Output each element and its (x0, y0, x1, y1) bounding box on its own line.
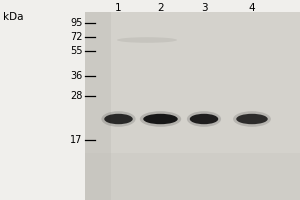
Text: 36: 36 (70, 71, 82, 81)
Ellipse shape (104, 114, 133, 124)
Ellipse shape (143, 114, 178, 124)
Ellipse shape (236, 114, 268, 124)
Ellipse shape (117, 37, 177, 43)
Text: 95: 95 (70, 18, 82, 28)
Text: 2: 2 (157, 3, 164, 13)
Text: 72: 72 (70, 32, 83, 42)
Text: 4: 4 (249, 3, 255, 13)
Ellipse shape (101, 111, 136, 127)
Text: 3: 3 (201, 3, 207, 13)
Ellipse shape (187, 111, 221, 127)
Text: 55: 55 (70, 46, 83, 56)
Text: 28: 28 (70, 91, 82, 101)
Ellipse shape (233, 111, 271, 127)
Bar (85, 153, 300, 200)
Bar (85, 12, 300, 200)
Ellipse shape (140, 111, 181, 127)
Text: kDa: kDa (3, 12, 23, 22)
Bar (85, 12, 111, 200)
Text: 1: 1 (115, 3, 122, 13)
Text: 17: 17 (70, 135, 82, 145)
Ellipse shape (190, 114, 218, 124)
